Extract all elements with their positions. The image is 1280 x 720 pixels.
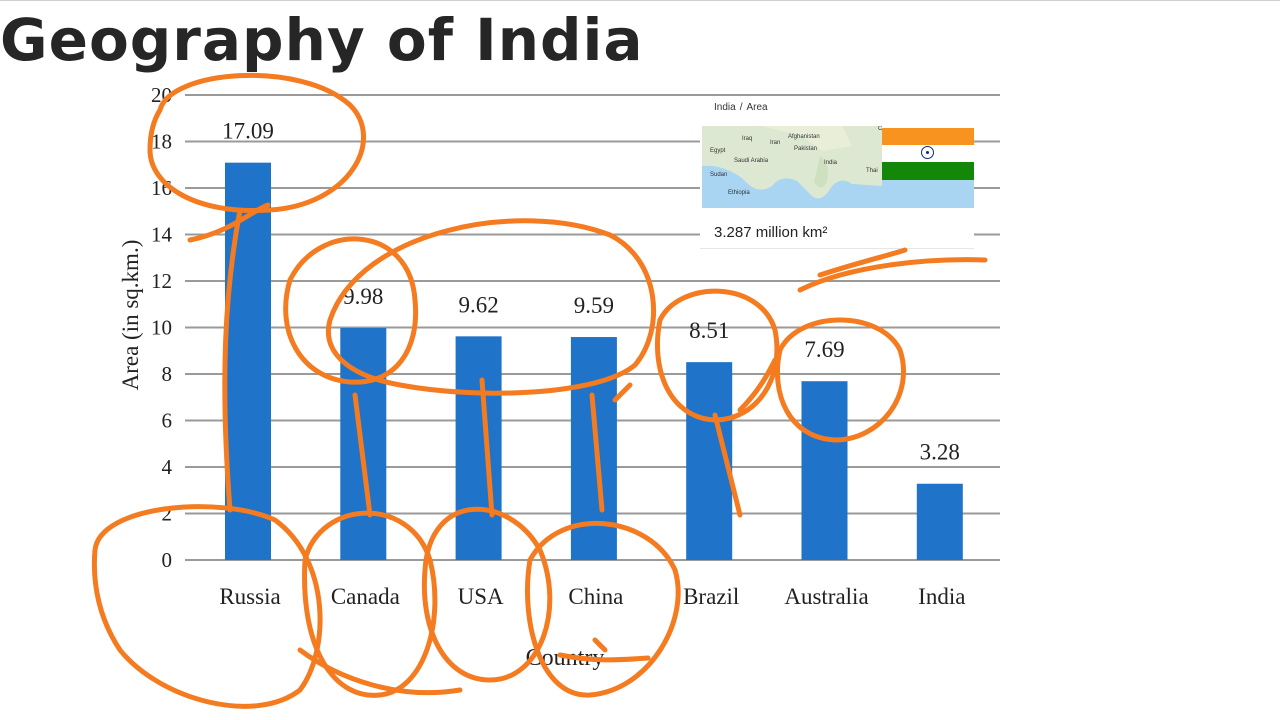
map-label: Thai (866, 168, 878, 174)
map-label: Iraq (742, 136, 753, 142)
ashoka-chakra-icon (921, 146, 934, 159)
map-label: C (878, 126, 882, 132)
y-tick-label: 2 (162, 502, 173, 526)
data-label: 9.98 (343, 284, 383, 309)
page-title: Geography of India (0, 6, 644, 74)
data-label: 8.51 (689, 318, 729, 343)
flag-image-background (882, 180, 974, 208)
y-axis-label: Area (in sq.km.) (118, 240, 143, 391)
flag-white-stripe (882, 145, 974, 162)
bar (340, 327, 387, 560)
data-label: 7.69 (804, 337, 844, 362)
breadcrumb-india[interactable]: India (714, 102, 736, 113)
flag-saffron-stripe (882, 128, 974, 145)
map-label: Egypt (710, 148, 726, 154)
x-axis-categories: Russia Canada USA China Brazil Australia India (219, 584, 965, 609)
area-value: 3.287 million km² (714, 224, 828, 241)
y-tick-label: 4 (162, 455, 173, 479)
bar (455, 336, 502, 560)
y-tick-label: 16 (151, 176, 172, 200)
map-label: Afghanistan (788, 134, 820, 140)
map-label: Iran (770, 140, 781, 146)
map-label: Sudan (710, 172, 728, 178)
x-category-label: USA (458, 584, 504, 609)
bar (225, 162, 271, 560)
x-category-label: Australia (784, 584, 868, 609)
x-category-label: China (568, 584, 623, 609)
map-label: Ethiopia (728, 190, 750, 196)
y-tick-label: 6 (162, 409, 173, 433)
data-label: 9.59 (574, 293, 614, 318)
x-axis-label: Country (526, 645, 605, 671)
breadcrumb-area: Area (746, 102, 768, 113)
map-label: India (824, 160, 838, 166)
y-tick-label: 8 (162, 362, 173, 386)
y-tick-label: 14 (151, 223, 173, 247)
y-tick-label: 18 (151, 130, 172, 154)
bar (801, 381, 848, 560)
top-divider (0, 0, 1280, 1)
flag-green-stripe (882, 162, 974, 180)
bar (686, 362, 733, 560)
data-label: 3.28 (920, 440, 960, 465)
y-tick-label: 10 (151, 316, 172, 340)
y-tick-label: 0 (162, 548, 173, 572)
breadcrumb-separator: / (739, 102, 743, 113)
y-tick-label: 12 (151, 269, 172, 293)
map-label: Pakistan (794, 146, 818, 152)
india-area-info-card[interactable]: India / Area Iraq Afghanistan Iran Pakista… (700, 98, 974, 249)
data-label: 9.62 (458, 292, 498, 317)
bar (570, 337, 617, 560)
map-terrain (702, 126, 882, 208)
x-category-label: Russia (219, 584, 280, 609)
y-axis-ticks: 0 2 4 6 8 10 12 14 16 18 20 (151, 83, 173, 572)
y-tick-label: 20 (151, 83, 172, 107)
bar (916, 483, 963, 560)
x-category-label: India (918, 584, 965, 609)
x-category-label: Canada (331, 584, 400, 609)
breadcrumb: India / Area (714, 102, 772, 113)
x-category-label: Brazil (683, 584, 739, 609)
region-map[interactable]: Iraq Afghanistan Iran Pakistan Egypt Sau… (702, 126, 882, 208)
map-label: Saudi Arabia (734, 158, 769, 164)
india-flag[interactable] (882, 128, 974, 180)
data-label: 17.09 (222, 119, 274, 144)
